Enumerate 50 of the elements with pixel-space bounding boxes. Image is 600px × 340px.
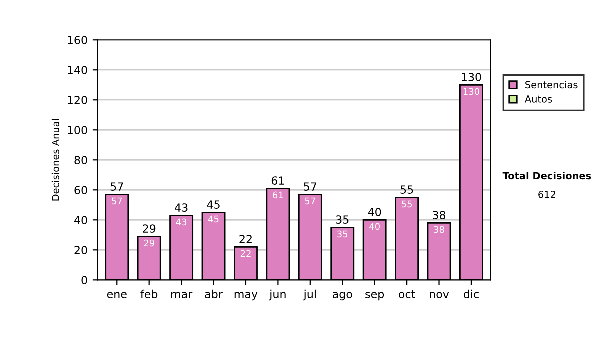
- y-tick-label: 40: [74, 216, 88, 225]
- x-tick-label: mar: [171, 292, 193, 298]
- total-label: 38: [433, 211, 446, 220]
- total-label: 35: [336, 216, 349, 224]
- data-label: 130: [464, 88, 480, 96]
- x-tick-label: feb: [140, 290, 158, 298]
- legend-label: Sentencias: [526, 81, 578, 89]
- data-label: 55: [402, 200, 412, 208]
- x-tick-label: abr: [205, 290, 223, 298]
- legend-label: Autos: [524, 96, 552, 103]
- data-label: 22: [240, 250, 251, 258]
- data-label: 57: [112, 198, 122, 205]
- y-tick-label: 20: [74, 246, 88, 255]
- total-label: 57: [110, 182, 124, 191]
- x-tick-label: jun: [269, 290, 286, 301]
- data-label: 29: [144, 240, 154, 247]
- x-tick-label: jul: [304, 290, 316, 301]
- text: Total Decisiones: [502, 172, 592, 180]
- y-tick-label: 60: [74, 186, 88, 195]
- y-axis-title: Decisiones Anual: [52, 119, 60, 201]
- data-label: 43: [176, 218, 187, 226]
- total-label: 45: [207, 200, 220, 209]
- data-label: 45: [208, 216, 219, 223]
- x-tick-label: dic: [464, 290, 479, 298]
- x-tick-label: oct: [399, 290, 416, 298]
- x-tick-label: nov: [430, 292, 450, 298]
- y-tick-label: 140: [68, 66, 88, 75]
- total-label: 40: [368, 208, 382, 216]
- x-tick-label: ene: [107, 292, 127, 298]
- y-tick-label: 160: [68, 36, 88, 44]
- y-tick-label: 0: [82, 276, 88, 285]
- text: 612: [538, 190, 556, 198]
- total-label: 61: [272, 176, 284, 185]
- y-tick-label: 100: [68, 126, 88, 135]
- data-label: 40: [370, 223, 380, 230]
- y-tick-label: 80: [74, 156, 88, 165]
- total-label: 57: [304, 182, 317, 191]
- total-label: 55: [400, 186, 414, 194]
- data-label: 35: [338, 230, 348, 238]
- total-label: 130: [462, 73, 482, 82]
- x-tick-label: sep: [366, 292, 384, 301]
- x-tick-label: ago: [332, 292, 352, 301]
- total-label: 29: [143, 224, 156, 233]
- total-label: 43: [175, 204, 188, 212]
- x-tick-label: may: [234, 292, 258, 301]
- total-label: 22: [240, 235, 252, 244]
- data-label: 61: [273, 192, 284, 199]
- data-label: 38: [434, 226, 444, 234]
- y-tick-label: 120: [68, 96, 88, 105]
- data-label: 57: [305, 198, 316, 205]
